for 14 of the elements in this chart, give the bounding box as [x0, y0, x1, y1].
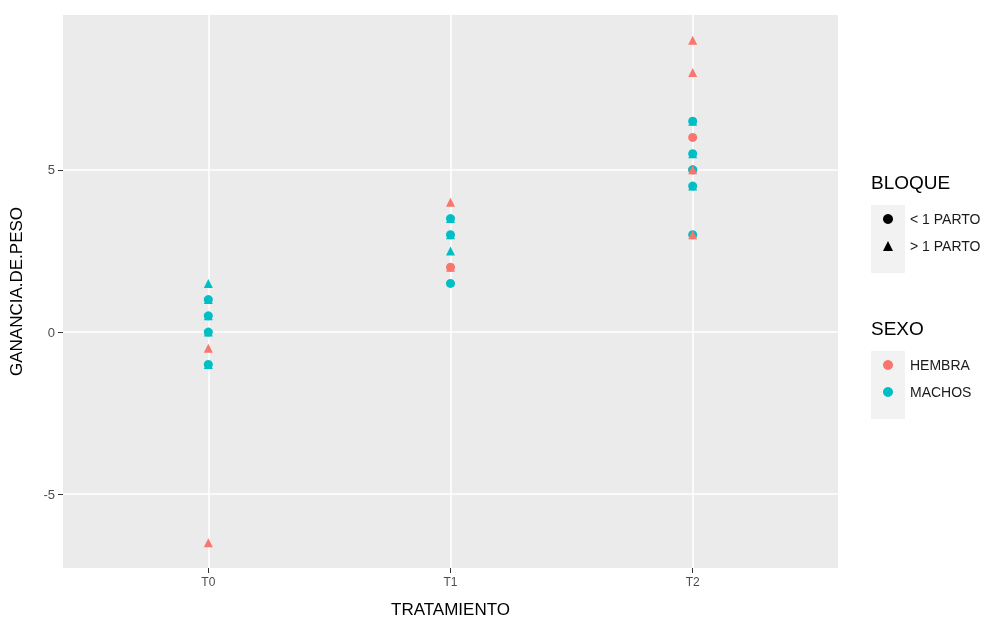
- legend-label: < 1 PARTO: [910, 211, 981, 227]
- y-tick-label: 0: [47, 324, 55, 340]
- text: BLOQUE: [871, 172, 951, 193]
- y-tick-label: -5: [43, 486, 55, 502]
- legend-label: MACHOS: [910, 384, 972, 400]
- x-axis-title: TRATAMIENTO: [391, 600, 510, 619]
- y-tick-label: 5: [47, 162, 55, 178]
- legend-label: HEMBRA: [910, 357, 971, 373]
- x-tick-label: T1: [443, 575, 458, 589]
- legend-label: > 1 PARTO: [910, 238, 981, 254]
- y-axis-title: GANANCIA.DE.PESO: [7, 206, 26, 377]
- text: SEXO: [871, 318, 924, 339]
- x-tick-label: T0: [201, 575, 216, 589]
- x-tick-label: T2: [685, 575, 701, 589]
